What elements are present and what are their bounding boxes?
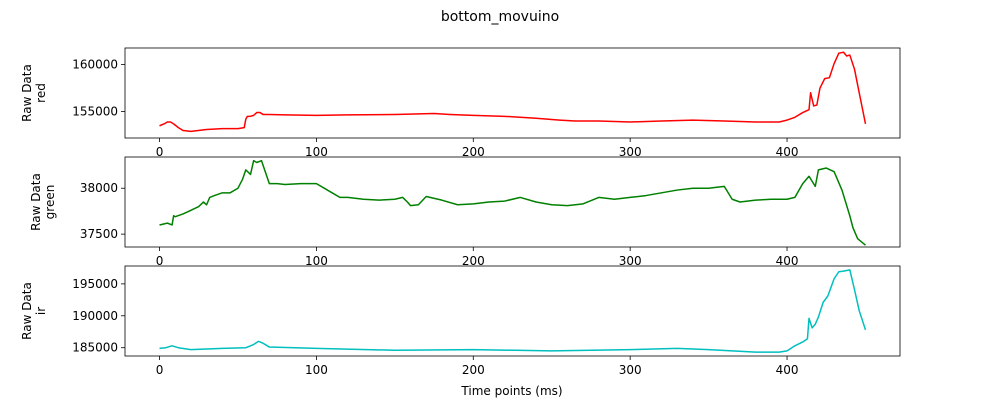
x-tick-label-ir: 0	[156, 363, 164, 377]
axes-frame-red	[124, 47, 901, 139]
x-tick-label-green: 100	[305, 254, 328, 268]
x-tick-label-green: 300	[619, 254, 642, 268]
series-line-green	[159, 159, 866, 246]
x-tick-label-ir: 300	[619, 363, 642, 377]
y-label-line1: Raw Data	[20, 282, 34, 340]
x-tick-label-red: 200	[462, 145, 485, 159]
y-label-line2: green	[43, 185, 57, 220]
x-tick-label-green: 400	[776, 254, 799, 268]
x-tick-label-red: 0	[156, 145, 164, 159]
x-tick-label-green: 0	[156, 254, 164, 268]
y-tick-label-red: 160000	[72, 57, 118, 71]
y-tick-label-ir: 195000	[72, 277, 118, 291]
y-tick-label-green: 38000	[80, 181, 118, 195]
figure-title: bottom_movuino	[441, 9, 559, 25]
axes-frame-green	[124, 156, 901, 248]
y-axis-label-green: Raw Datagreen	[29, 173, 57, 231]
y-tick-label-green: 37500	[80, 227, 118, 241]
series-line-ir	[159, 269, 867, 353]
x-tick-label-ir: 400	[776, 363, 799, 377]
y-label-line1: Raw Data	[29, 173, 43, 231]
y-axis-label-red: Raw Datared	[20, 64, 48, 122]
x-tick-label-red: 100	[305, 145, 328, 159]
y-tick-label-ir: 185000	[72, 341, 118, 355]
y-tick-label-red: 155000	[72, 105, 118, 119]
y-label-line2: red	[34, 83, 48, 103]
x-axis-label: Time points (ms)	[460, 384, 562, 398]
x-tick-label-ir: 200	[462, 363, 485, 377]
x-tick-label-ir: 100	[305, 363, 328, 377]
series-line-red	[159, 51, 867, 133]
x-tick-label-red: 400	[776, 145, 799, 159]
y-tick-label-ir: 190000	[72, 309, 118, 323]
subplot-green: 0 100 200 300 400 37500 38000 Raw Datagreen	[29, 156, 901, 268]
subplot-ir: 0 100 200 300 400 185000 190000 195000 Raw Datai…	[20, 265, 901, 377]
y-label-line2: ir	[34, 307, 48, 315]
axes-frame-ir	[124, 265, 901, 357]
x-tick-label-green: 200	[462, 254, 485, 268]
y-label-line1: Raw Data	[20, 64, 34, 122]
subplot-red: 0 100 200 300 400 155000 160000 Raw Datared	[20, 47, 901, 159]
y-axis-label-ir: Raw Datair	[20, 282, 48, 340]
x-tick-label-red: 300	[619, 145, 642, 159]
